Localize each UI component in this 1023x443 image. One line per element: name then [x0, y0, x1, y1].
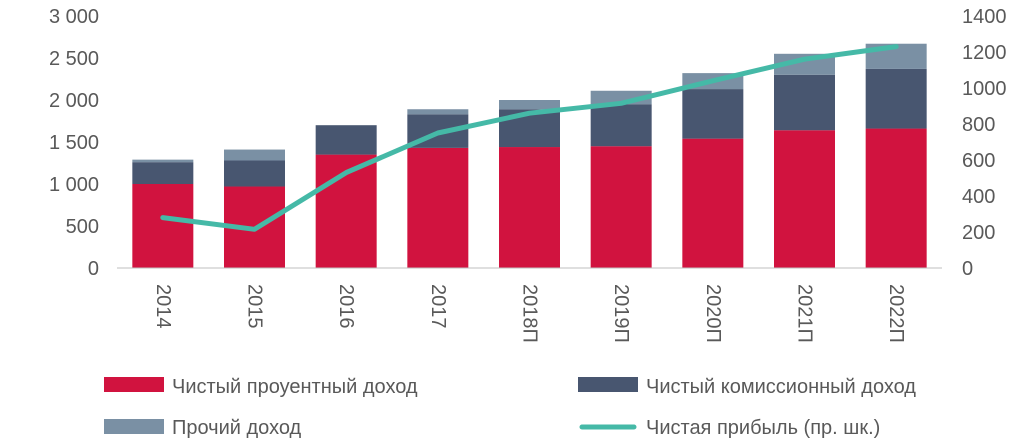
- bars-group: [132, 43, 927, 268]
- category-label: 2018П: [519, 284, 541, 343]
- legend: Чистый проуентный доход Чистый комиссионн…: [104, 376, 916, 439]
- left-tick-label: 0: [88, 258, 99, 280]
- bar-segment: [590, 146, 652, 268]
- right-tick-label: 600: [962, 150, 995, 172]
- legend-swatch: [104, 377, 164, 392]
- left-axis-ticks: 0 500 1 000 1 500 2 000 2 500 3 000: [49, 6, 99, 280]
- right-tick-label: 1200: [962, 42, 1007, 64]
- category-label: 2019П: [610, 284, 632, 343]
- right-tick-label: 1000: [962, 78, 1007, 100]
- profit-line: [160, 44, 899, 232]
- category-label: 2014: [152, 284, 174, 329]
- bar-segment: [407, 147, 469, 268]
- left-tick-label: 500: [66, 216, 99, 238]
- right-tick-label: 0: [962, 258, 973, 280]
- legend-label: Прочий доход: [172, 417, 302, 439]
- left-tick-label: 1 500: [49, 132, 99, 154]
- bar-segment: [590, 104, 652, 147]
- left-tick-label: 3 000: [49, 6, 99, 28]
- bar-segment: [224, 149, 285, 161]
- bar-segment: [499, 147, 560, 268]
- right-tick-label: 800: [962, 114, 995, 136]
- bar-segment: [682, 89, 744, 139]
- right-tick-label: 200: [962, 222, 995, 244]
- category-label: 2022П: [885, 284, 907, 343]
- profit-line-group: [160, 44, 899, 232]
- left-tick-label: 2 000: [49, 90, 99, 112]
- bar-segment: [407, 109, 469, 115]
- bar-segment: [224, 160, 285, 187]
- bar-segment: [499, 100, 560, 110]
- right-tick-label: 400: [962, 186, 995, 208]
- legend-swatch: [578, 377, 638, 392]
- right-tick-label: 1400: [962, 6, 1007, 28]
- left-tick-label: 1 000: [49, 174, 99, 196]
- left-tick-label: 2 500: [49, 48, 99, 70]
- bar-segment: [315, 125, 377, 155]
- category-label: 2015: [244, 284, 266, 329]
- legend-label: Чистая прибыль (пр. шк.): [646, 417, 880, 439]
- bar-segment: [132, 159, 194, 163]
- legend-label: Чистый комиссионный доход: [646, 376, 916, 398]
- category-labels: 2014 2015 2016 2017 2018П 2019П 2020П 2021П 2022…: [152, 284, 907, 343]
- category-label: 2017: [427, 284, 449, 329]
- bar-segment: [865, 68, 927, 129]
- bar-segment: [865, 128, 927, 268]
- right-axis-ticks: 0 200 400 600 800 1000 1200 1400: [962, 6, 1007, 280]
- bar-segment: [132, 184, 194, 268]
- legend-swatch: [104, 419, 164, 434]
- legend-label: Чистый проуентный доход: [172, 376, 418, 398]
- category-label: 2016: [335, 284, 357, 329]
- bar-segment: [132, 162, 194, 184]
- category-label: 2021П: [794, 284, 816, 343]
- bar-segment: [774, 74, 835, 131]
- category-label: 2020П: [702, 284, 724, 343]
- bar-segment: [682, 138, 744, 268]
- bar-segment: [774, 130, 835, 268]
